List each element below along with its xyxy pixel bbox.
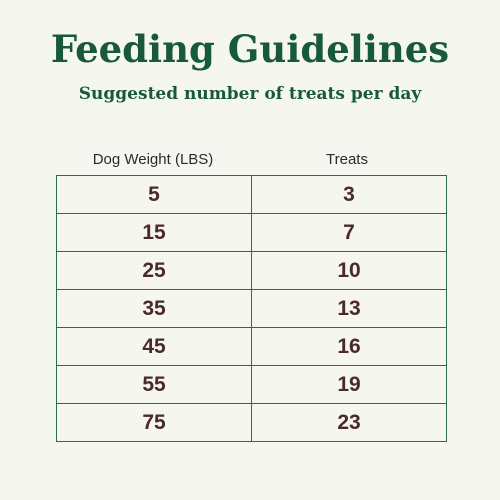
treats-cell: 13: [251, 289, 447, 328]
table-row: 75 23: [56, 403, 447, 442]
page-title: Feeding Guidelines: [50, 27, 450, 71]
feeding-table: 5 3 15 7 25 10 35 13 45 16 55 19: [56, 175, 447, 442]
weight-cell: 35: [56, 289, 252, 328]
table-row: 15 7: [56, 213, 447, 252]
treats-cell: 23: [251, 403, 447, 442]
table-row: 45 16: [56, 327, 447, 366]
treats-cell: 19: [251, 365, 447, 404]
weight-cell: 25: [56, 251, 252, 290]
table-row: 5 3: [56, 175, 447, 214]
weight-cell: 45: [56, 327, 252, 366]
weight-cell: 5: [56, 175, 252, 214]
treats-cell: 16: [251, 327, 447, 366]
column-header-dog-weight: Dog Weight (LBS): [92, 151, 214, 168]
treats-cell: 10: [251, 251, 447, 290]
column-header-treats: Treats: [326, 151, 368, 168]
table-row: 55 19: [56, 365, 447, 404]
weight-cell: 75: [56, 403, 252, 442]
table-row: 35 13: [56, 289, 447, 328]
table-row: 25 10: [56, 251, 447, 290]
treats-cell: 3: [251, 175, 447, 214]
weight-cell: 55: [56, 365, 252, 404]
page-subtitle: Suggested number of treats per day: [78, 84, 422, 104]
weight-cell: 15: [56, 213, 252, 252]
table-header: Dog Weight (LBS) Treats: [56, 148, 444, 172]
treats-cell: 7: [251, 213, 447, 252]
